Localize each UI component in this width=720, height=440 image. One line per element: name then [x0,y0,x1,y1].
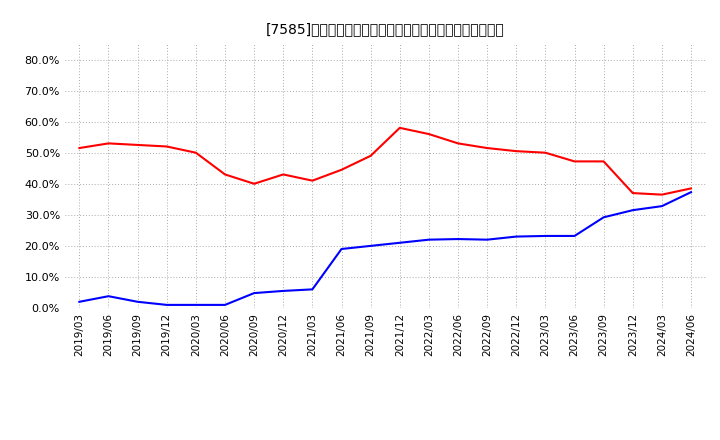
Title: [7585]　現頲金、有利子負債の総資産に対する比率の推移: [7585] 現頲金、有利子負債の総資産に対する比率の推移 [266,22,505,36]
